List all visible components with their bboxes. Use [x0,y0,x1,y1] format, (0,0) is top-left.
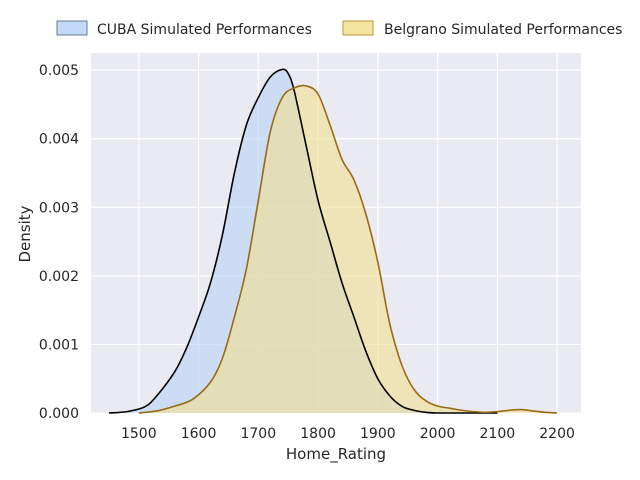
x-tick-label: 1500 [121,426,157,442]
belgrano-simulated-performances-line [138,84,558,414]
density-areas [108,69,558,413]
y-tick-label: 0.003 [39,200,79,216]
x-tick-label: 2200 [539,426,575,442]
x-axis-ticks: 1500 1600 1700 1800 1900 2000 2100 2200 [121,426,575,442]
belgrano-simulated-performances-legend-swatch [342,20,374,36]
density-lines [108,68,558,414]
x-tick-label: 1900 [360,426,396,442]
belgrano-simulated-performances-area [138,85,558,413]
cuba-simulated-performances-line [108,68,498,414]
x-tick-label: 2000 [420,426,456,442]
y-tick-label: 0.001 [39,337,79,353]
y-tick-label: 0.000 [39,406,79,422]
y-tick-label: 0.005 [39,63,79,79]
y-axis-ticks: 0.000 0.001 0.002 0.003 0.004 0.005 [39,63,79,422]
cuba-simulated-performances-legend-label: CUBA Simulated Performances [97,22,312,38]
x-tick-label: 2100 [480,426,516,442]
cuba-simulated-performances-legend-swatch [56,20,88,36]
x-tick-label: 1600 [181,426,217,442]
y-axis-label: Density [16,205,34,262]
legend: CUBA Simulated Performances Belgrano Simu… [56,20,622,38]
x-axis-label: Home_Rating [286,445,386,464]
x-tick-label: 1800 [300,426,336,442]
x-tick-label: 1700 [240,426,276,442]
y-tick-label: 0.002 [39,269,79,285]
belgrano-simulated-performances-legend-label: Belgrano Simulated Performances [384,22,622,38]
y-tick-label: 0.004 [39,132,79,148]
